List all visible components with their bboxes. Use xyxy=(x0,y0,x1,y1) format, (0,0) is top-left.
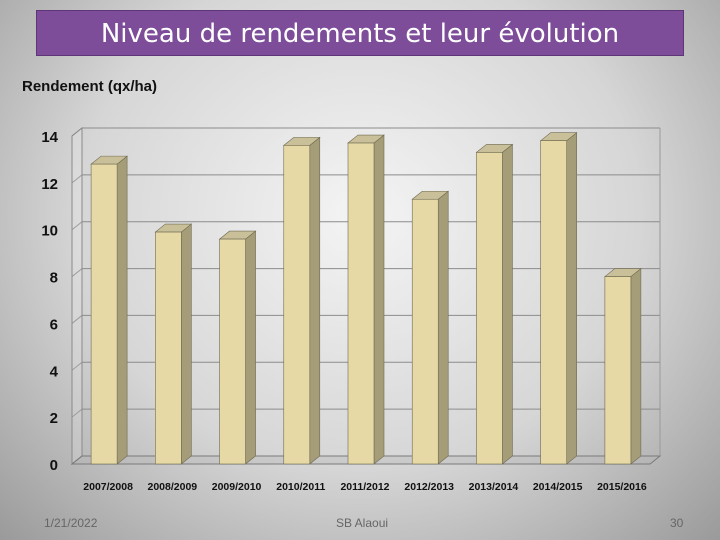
x-tick-label: 2009/2010 xyxy=(212,481,262,493)
x-tick-label: 2010/2011 xyxy=(276,481,325,493)
y-tick-label: 12 xyxy=(41,176,58,193)
bar-front xyxy=(155,231,182,465)
x-tick-label: 2013/2014 xyxy=(469,481,519,493)
y-tick-label: 10 xyxy=(41,223,58,240)
bar-side xyxy=(630,267,642,465)
bar-front xyxy=(476,152,503,465)
left-wall xyxy=(71,126,83,466)
y-tick-label: 8 xyxy=(50,270,58,287)
bar xyxy=(90,155,128,465)
y-axis-label: Rendement (qx/ha) xyxy=(22,78,158,95)
footer-author: SB Alaoui xyxy=(336,516,389,530)
bar-front xyxy=(283,145,311,465)
bar xyxy=(154,223,193,465)
bar xyxy=(539,132,578,465)
x-tick-label: 2014/2015 xyxy=(533,481,583,493)
y-tick-label: 2 xyxy=(50,410,58,427)
x-tick-label: 2008/2009 xyxy=(148,481,198,493)
bar xyxy=(604,267,642,465)
slide-title: Niveau de rendements et leur évolution xyxy=(36,10,684,56)
bar xyxy=(475,143,514,465)
bar-front xyxy=(411,198,439,465)
bar-side xyxy=(181,223,192,465)
bar-side xyxy=(245,230,256,465)
bar-front xyxy=(347,142,375,465)
bar-side xyxy=(373,134,385,465)
footer-date: 1/21/2022 xyxy=(44,516,98,530)
bar-front xyxy=(219,238,246,465)
y-tick-label: 6 xyxy=(50,316,58,333)
x-tick-label: 2007/2008 xyxy=(83,481,133,493)
y-tick-label: 4 xyxy=(50,363,59,380)
y-tick-label: 0 xyxy=(50,457,58,474)
bar-front xyxy=(604,276,632,465)
page-number: 30 xyxy=(670,516,684,530)
x-tick-label: 2012/2013 xyxy=(404,481,454,493)
bar-side xyxy=(437,190,449,465)
bar-side xyxy=(116,155,128,465)
bar xyxy=(282,136,321,465)
bar-front xyxy=(540,140,567,465)
bar-side xyxy=(566,132,577,465)
bar xyxy=(347,134,385,465)
bar-side xyxy=(502,143,513,465)
bar-front xyxy=(90,163,118,465)
y-tick-label: 14 xyxy=(41,129,58,146)
x-tick-label: 2015/2016 xyxy=(597,481,647,493)
bar xyxy=(411,190,450,465)
bar-side xyxy=(309,136,321,465)
bar xyxy=(218,230,257,465)
x-tick-label: 2011/2012 xyxy=(340,481,389,493)
